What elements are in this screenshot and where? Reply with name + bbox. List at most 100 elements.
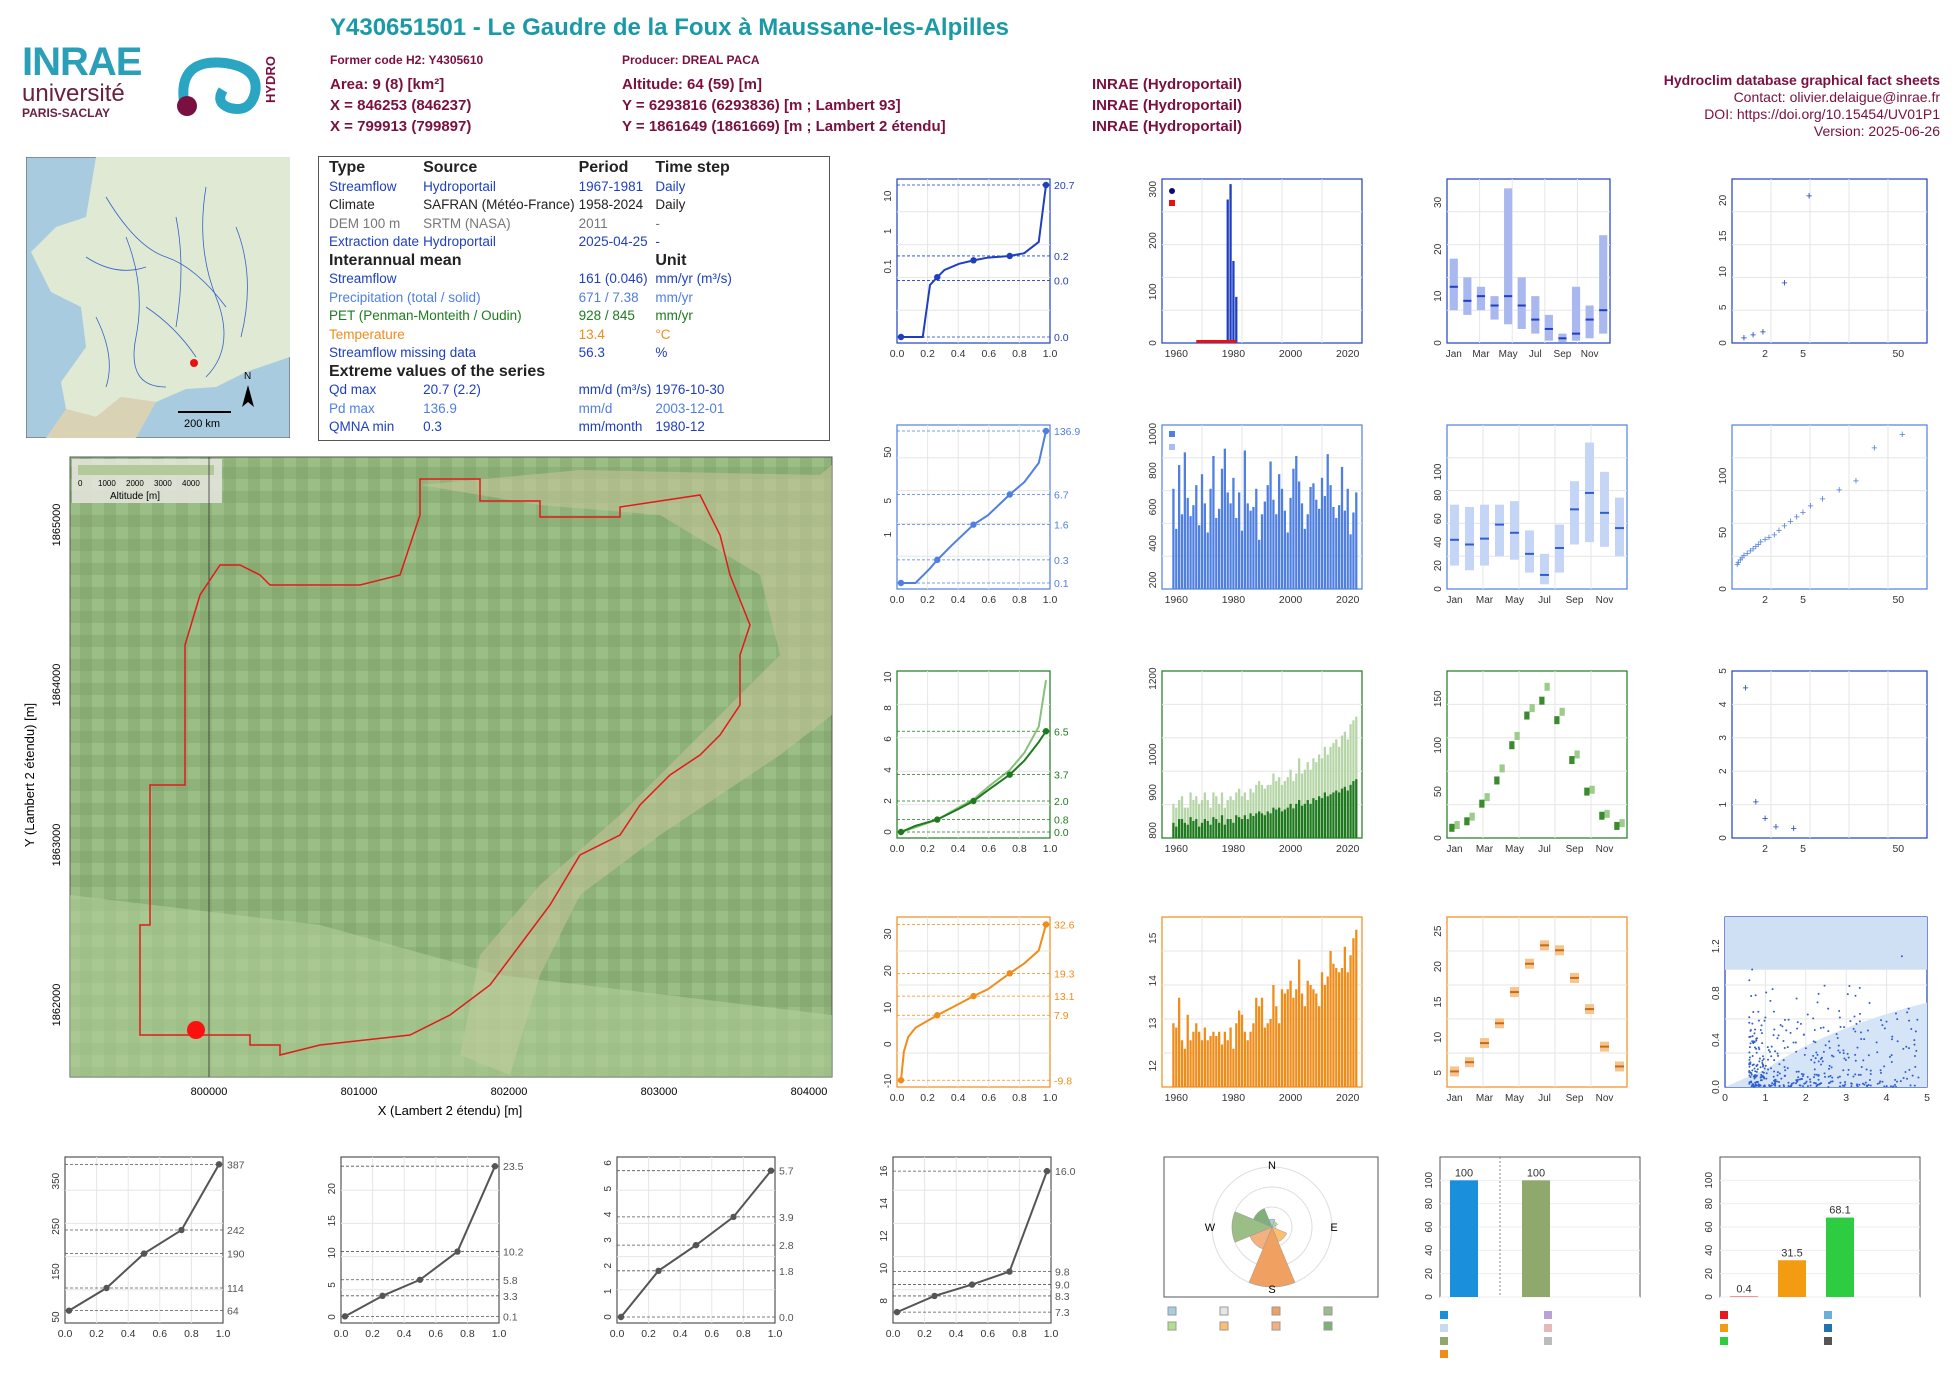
y-tick: 100 [1704,1172,1715,1189]
bar-oudin [1252,815,1255,838]
bar [1355,492,1358,589]
y-tick: 250 [51,1218,62,1235]
data-point [1822,1026,1825,1029]
data-point [1782,1084,1785,1087]
altitude-chart: 0.0 0.2 0.4 0.6 0.8 1.0 50 150 250 350 387 242 190 11… [51,1156,245,1340]
bar [1318,1006,1321,1087]
y-tick: 8 [883,705,894,711]
bar [1278,1023,1281,1087]
bar-oudin [1280,811,1284,838]
y-tick: 150 [1433,690,1444,707]
bar [1323,985,1326,1087]
data-point [1758,1060,1761,1063]
data-point [1772,1010,1775,1013]
annual-pet-chart: 1960 1980 2000 2020 800 900 1000 1200 [1148,667,1363,855]
x-tick: 2 [1762,594,1768,606]
data-point: + [1766,532,1772,544]
data-point [1817,992,1820,995]
x-tick: Nov [1581,349,1599,360]
x-tick: Mar [1476,844,1494,855]
bar [1215,517,1218,589]
bar [1286,989,1289,1087]
data-point [1830,1054,1833,1057]
bar-pm [1252,792,1255,838]
box-pm [1454,821,1460,830]
x-tick: 2020 [1336,348,1360,360]
data-point [1906,1077,1909,1080]
x-tick: 0.4 [397,1328,412,1340]
distance-chart: 0.0 0.2 0.4 0.6 0.8 1.0 0 1 2 3 4 5 6 5.7 3.9 2.8 1.8 0.0 [603,1156,794,1340]
bar-oudin [1218,822,1221,838]
bar [1346,972,1349,1087]
temperature-regime-chart: Jan Mar May Jul Sep Nov 5 10 15 20 25 [1433,916,1628,1104]
data-point [1776,1052,1779,1055]
catchment-map: Altitude [m] 0 1000 2000 3000 4000 80000… [22,456,833,1118]
box [1495,504,1504,557]
data-point [1854,1053,1857,1056]
x-tick: Sep [1566,844,1584,855]
data-point [1758,1048,1761,1051]
bar [1238,492,1241,589]
data-point: + [1750,329,1756,341]
bar-pm [1235,792,1238,838]
data-point [1796,1080,1799,1083]
data-point [1908,1068,1911,1071]
box-oudin [1524,711,1530,720]
bar [1295,455,1298,589]
bar [1178,465,1181,589]
bar [1218,1031,1221,1087]
bar-oudin [1226,819,1229,838]
data-point [1748,1051,1751,1054]
th-source: Source [423,159,478,176]
right-tick: 23.5 [503,1161,524,1173]
bar [1226,199,1229,343]
bar-pm [1286,777,1289,838]
data-point [1895,1085,1898,1088]
doi-link[interactable]: DOI: https://doi.org/10.15454/UV01P1 [1704,106,1940,122]
data-point [1837,1076,1840,1079]
data-point [1858,1083,1861,1086]
cell: 1980-12 [655,419,705,434]
bar-label: 0.4 [1736,1284,1751,1296]
data-point [1885,1085,1888,1088]
data-point [1827,1085,1830,1088]
box [1570,481,1579,545]
y-tick: 1200 [1148,667,1159,690]
data-point [1803,1053,1806,1056]
map-x-ticks: 800000 801000 802000 803000 804000 [191,1086,828,1098]
data-point [1843,1057,1846,1060]
right-tick: 8.3 [1055,1291,1070,1303]
right-tick: 0.0 [1054,332,1069,344]
x-tick: Jan [1446,349,1462,360]
data-point [1786,1046,1789,1049]
data-point [1764,1064,1767,1067]
legend-swatch [1440,1311,1448,1319]
data-point [1854,994,1857,997]
x-tick: 3 [1843,1092,1849,1104]
data-point [1835,1033,1838,1036]
data-point [1761,1042,1764,1045]
right-tick: 5.8 [503,1275,518,1287]
data-point [1828,1067,1831,1070]
data-point [1822,1050,1825,1053]
data-point [1891,1035,1894,1038]
plot-frame [896,916,1051,1088]
bar-oudin [1326,796,1329,838]
map-y-ticks: 1865000 1864000 1863000 1862000 [51,504,63,1027]
y-tick: 1000 [1148,743,1159,766]
y-tick: 2 [883,798,894,804]
data-point [1881,1080,1884,1083]
bar [1186,1014,1189,1087]
x-tick: Sep [1566,595,1584,606]
legend-swatch [1544,1324,1552,1332]
data-point [1838,1075,1841,1078]
bar [1332,507,1335,589]
data-point [1754,1046,1757,1049]
box-pm [1559,707,1565,716]
legend-swatch [1720,1311,1728,1319]
producer: Producer: DREAL PACA [622,53,760,67]
x-tick: 1.0 [1043,843,1058,855]
data-point [1859,1073,1862,1076]
france-minimap: 200 km N [26,157,290,438]
bar [1309,486,1312,589]
